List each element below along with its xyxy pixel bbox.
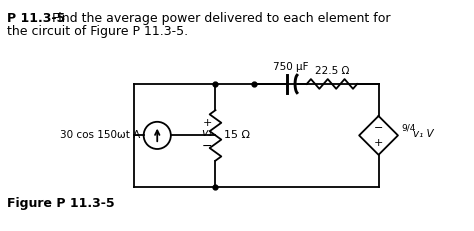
Text: 15 Ω: 15 Ω (224, 130, 250, 140)
Text: v₁: v₁ (201, 128, 212, 138)
Text: +: + (203, 118, 212, 128)
Text: P 11.3-5: P 11.3-5 (7, 12, 65, 25)
Text: 22.5 Ω: 22.5 Ω (315, 66, 349, 76)
Text: 750 μF: 750 μF (273, 62, 309, 72)
Text: 30 cos 150ωt A: 30 cos 150ωt A (60, 130, 140, 140)
Text: Find the average power delivered to each element for: Find the average power delivered to each… (53, 12, 391, 25)
Text: +: + (374, 138, 383, 148)
Text: −: − (374, 123, 383, 133)
Text: Figure P 11.3-5: Figure P 11.3-5 (7, 197, 114, 210)
Text: the circuit of Figure P 11.3-5.: the circuit of Figure P 11.3-5. (7, 25, 188, 38)
Text: −: − (202, 140, 212, 153)
Text: v₁ V: v₁ V (413, 129, 434, 140)
Text: 9/4: 9/4 (401, 124, 415, 133)
